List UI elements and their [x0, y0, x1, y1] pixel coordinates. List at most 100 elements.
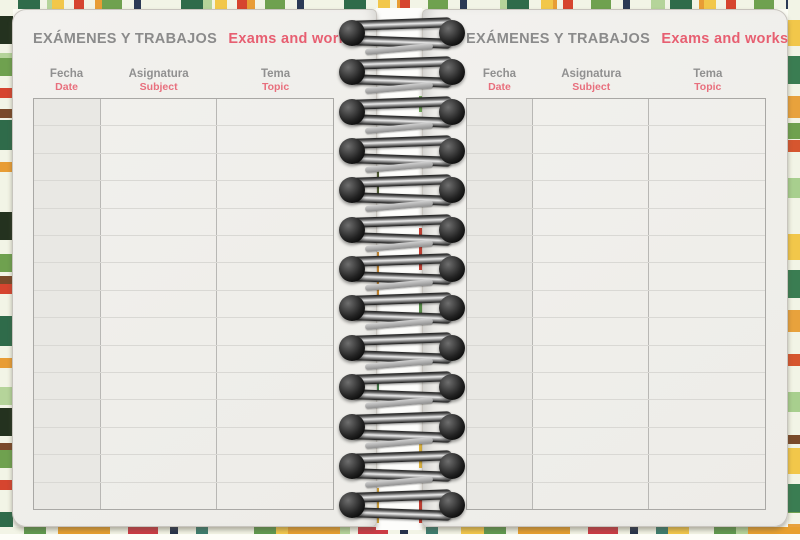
table-cell — [34, 126, 101, 153]
column-label: Fecha — [49, 68, 84, 80]
ring-end-right — [439, 177, 465, 204]
column-sublabel: Topic — [261, 81, 290, 93]
ring-end-left — [339, 452, 365, 479]
ring-wire-top — [351, 135, 453, 149]
table-cell — [217, 455, 333, 481]
table-cell — [533, 208, 650, 236]
table-row — [467, 99, 765, 127]
ring-end-right — [439, 452, 465, 479]
spiral-ring — [339, 17, 465, 49]
table-cell — [101, 236, 217, 263]
table-cell — [34, 455, 101, 482]
title-spanish: EXÁMENES Y TRABAJOS — [466, 31, 651, 47]
table-cell — [649, 291, 765, 317]
table-cell — [101, 455, 217, 482]
column-sublabel: Topic — [694, 81, 722, 93]
table-cell — [533, 181, 650, 208]
ring-wire-bottom — [351, 428, 453, 443]
table-cell — [101, 181, 217, 208]
spiral-ring — [339, 174, 465, 207]
column-header-tema: Tema Topic — [650, 67, 766, 94]
table-cell — [467, 208, 534, 236]
ring-wire-top — [351, 292, 453, 307]
ring-end-right — [439, 413, 465, 440]
table-cell — [649, 181, 765, 207]
page-title: EXÁMENES Y TRABAJOS Exams and works — [33, 31, 355, 47]
column-label: Tema — [260, 68, 291, 80]
table-cell — [467, 482, 534, 510]
ring-end-right — [439, 138, 465, 165]
exams-table — [466, 98, 766, 510]
table-row — [467, 126, 765, 154]
ring-end-right — [439, 256, 465, 283]
table-row — [34, 153, 333, 182]
right-page: EXÁMENES Y TRABAJOS Exams and works Fech… — [422, 9, 788, 527]
table-cell — [533, 153, 650, 181]
table-cell — [217, 181, 333, 207]
ring-end-right — [439, 295, 465, 322]
title-spanish: EXÁMENES Y TRABAJOS — [33, 31, 218, 47]
table-cell — [649, 428, 765, 454]
table-row — [34, 99, 333, 127]
column-label: Tema — [693, 68, 723, 80]
ring-end-left — [339, 216, 365, 243]
table-cell — [217, 291, 333, 317]
table-cell — [34, 400, 101, 427]
spiral-binding — [339, 0, 465, 540]
ring-wire-top — [351, 371, 453, 385]
title-english: Exams and works — [661, 31, 789, 47]
ring-wire-top — [351, 174, 453, 189]
ring-end-right — [439, 59, 465, 86]
table-row — [467, 455, 765, 483]
spiral-ring — [339, 332, 465, 364]
spiral-ring — [339, 292, 465, 325]
ring-wire-top — [351, 17, 453, 31]
table-cell — [217, 154, 333, 180]
ring-end-left — [339, 374, 365, 401]
table-cell — [34, 99, 101, 126]
table-cell — [34, 427, 101, 455]
table-cell — [533, 345, 650, 373]
table-cell — [467, 455, 534, 482]
table-cell — [649, 209, 765, 235]
table-cell — [533, 427, 650, 455]
spiral-ring — [339, 489, 465, 521]
spiral-ring — [339, 135, 465, 167]
table-cell — [649, 483, 765, 509]
cover-pattern-top — [0, 0, 800, 9]
table-cell — [217, 236, 333, 262]
column-label: Asignatura — [128, 68, 189, 80]
table-cell — [533, 99, 650, 126]
spiral-ring — [339, 56, 465, 89]
table-row — [34, 208, 333, 237]
table-cell — [101, 345, 217, 373]
ring-wire-bottom — [351, 271, 453, 285]
table-cell — [649, 346, 765, 372]
table-cell — [217, 263, 333, 289]
table-cell — [649, 373, 765, 399]
ring-end-left — [339, 413, 365, 440]
table-row — [34, 400, 333, 428]
ring-end-right — [439, 492, 465, 519]
table-cell — [217, 318, 333, 344]
column-sublabel: Subject — [139, 81, 178, 93]
table-row — [467, 400, 765, 428]
table-cell — [217, 99, 333, 125]
table-cell — [217, 209, 333, 235]
table-cell — [34, 290, 101, 318]
table-row — [34, 373, 333, 401]
ring-wire-top — [351, 410, 453, 425]
table-cell — [649, 455, 765, 481]
ring-end-left — [339, 177, 365, 204]
table-cell — [101, 263, 217, 290]
table-cell — [101, 373, 217, 400]
table-cell — [467, 373, 534, 400]
table-cell — [649, 99, 765, 125]
ring-wire-top — [351, 95, 453, 110]
table-cell — [649, 154, 765, 180]
table-cell — [101, 318, 217, 345]
table-cell — [533, 236, 650, 263]
table-row — [34, 427, 333, 456]
table-cell — [34, 153, 101, 181]
